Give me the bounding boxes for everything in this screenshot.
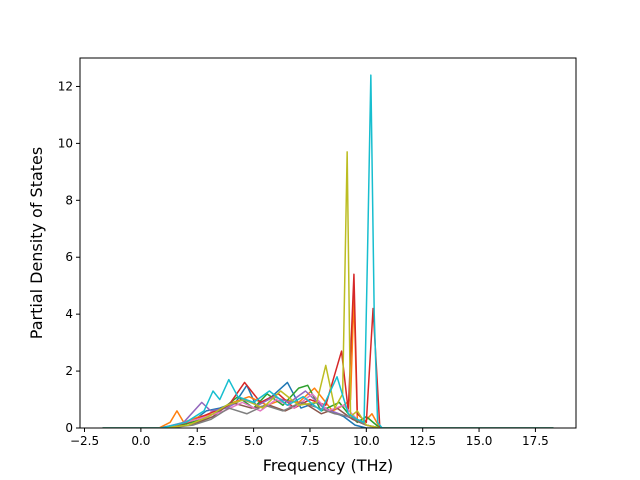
series-line-10 bbox=[102, 74, 554, 428]
y-tick-label: 12 bbox=[58, 79, 73, 93]
series-line-9 bbox=[102, 151, 554, 428]
x-tick-label: 5.0 bbox=[244, 434, 263, 448]
series-line-8 bbox=[102, 401, 554, 428]
x-tick-label: 0.0 bbox=[131, 434, 150, 448]
x-axis-ticks: −2.5 0.0 2.5 5.0 7.5 10.0 12.5 15.0 17.5 bbox=[70, 428, 549, 448]
x-tick-label: 10.0 bbox=[353, 434, 380, 448]
x-tick-label: 15.0 bbox=[466, 434, 493, 448]
y-tick-label: 4 bbox=[65, 307, 73, 321]
series-line-4 bbox=[102, 273, 554, 428]
x-tick-label: 17.5 bbox=[522, 434, 549, 448]
x-tick-label: −2.5 bbox=[70, 434, 99, 448]
y-tick-label: 6 bbox=[65, 250, 73, 264]
y-tick-label: 2 bbox=[65, 364, 73, 378]
y-axis-ticks: 0 2 4 6 8 10 12 bbox=[58, 79, 80, 435]
y-axis-label: Partial Density of States bbox=[27, 147, 46, 339]
x-tick-label: 7.5 bbox=[300, 434, 319, 448]
plot-frame bbox=[79, 57, 577, 429]
y-tick-label: 0 bbox=[65, 421, 73, 435]
x-tick-label: 12.5 bbox=[409, 434, 436, 448]
y-tick-label: 10 bbox=[58, 136, 73, 150]
y-tick-label: 8 bbox=[65, 193, 73, 207]
x-tick-label: 2.5 bbox=[188, 434, 207, 448]
x-axis-label: Frequency (THz) bbox=[263, 456, 393, 475]
series-layer bbox=[102, 74, 554, 428]
